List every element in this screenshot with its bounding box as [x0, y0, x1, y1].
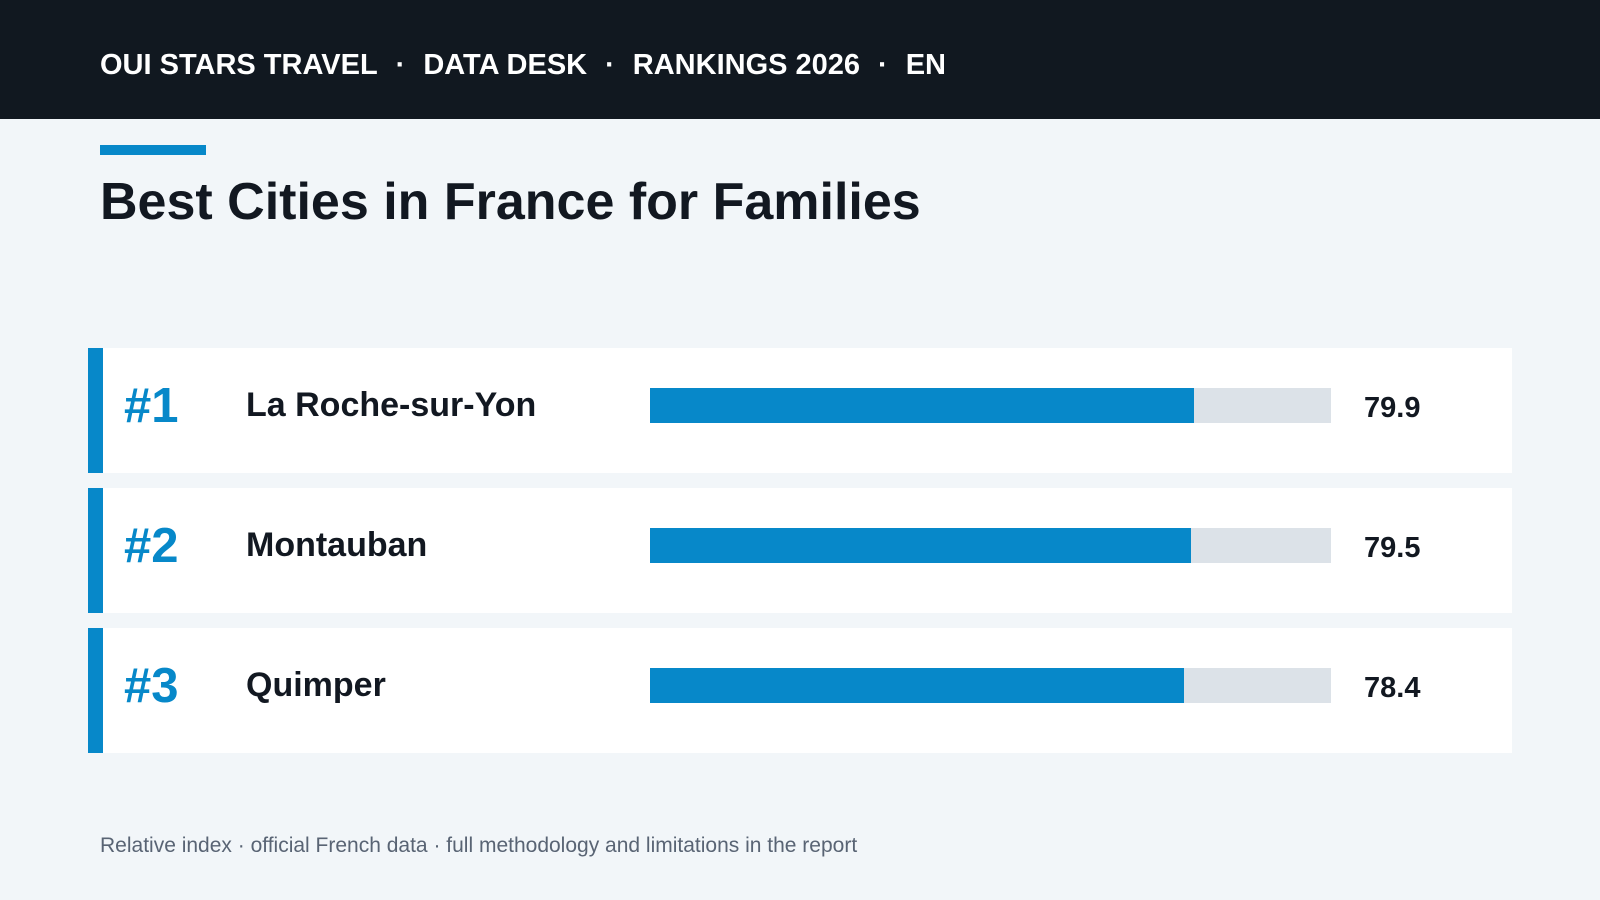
rank-row-montauban: #2 Montauban 79.5: [88, 488, 1512, 613]
score-value: 79.9: [1364, 392, 1421, 424]
rank-row-accent: [88, 628, 103, 753]
footnote: Relative index · official French data · …: [100, 834, 858, 857]
rank-row-accent: [88, 348, 103, 473]
city-name: Montauban: [246, 526, 428, 564]
breadcrumb-separator: ·: [395, 48, 406, 81]
score-value: 79.5: [1364, 532, 1421, 564]
title-accent-line: [100, 145, 206, 155]
breadcrumb-separator: ·: [878, 48, 888, 81]
city-name: Quimper: [246, 666, 386, 704]
rank-row-la-roche-sur-yon: #1 La Roche-sur-Yon 79.9: [88, 348, 1512, 473]
rank-number: #1: [124, 379, 179, 433]
score-bar-track: [650, 388, 1331, 423]
city-name: La Roche-sur-Yon: [246, 386, 537, 424]
rank-row-accent: [88, 488, 103, 613]
score-bar: [650, 388, 1195, 423]
score-bar-track: [650, 668, 1331, 703]
top-bar: OUI STARS TRAVEL · DATA DESK · RANKINGS …: [0, 0, 1600, 119]
language-switch[interactable]: EN: [905, 48, 947, 81]
page-title: Best Cities in France for Families: [100, 173, 921, 231]
rank-number: #2: [124, 519, 179, 573]
breadcrumb-separator: ·: [605, 48, 615, 81]
score-bar: [650, 528, 1192, 563]
breadcrumb-page[interactable]: RANKINGS 2026: [632, 48, 861, 81]
score-value: 78.4: [1364, 672, 1421, 704]
rank-number: #3: [124, 659, 179, 713]
breadcrumb: OUI STARS TRAVEL · DATA DESK · RANKINGS …: [100, 47, 946, 83]
ranking-chart: #1 La Roche-sur-Yon 79.9 #2 Montauban 79.5 #3 Q…: [88, 348, 1512, 768]
rank-row-quimper: #3 Quimper 78.4: [88, 628, 1512, 753]
breadcrumb-section[interactable]: DATA DESK: [423, 48, 588, 81]
score-bar-track: [650, 528, 1331, 563]
breadcrumb-brand[interactable]: OUI STARS TRAVEL: [100, 48, 378, 81]
score-bar: [650, 668, 1184, 703]
